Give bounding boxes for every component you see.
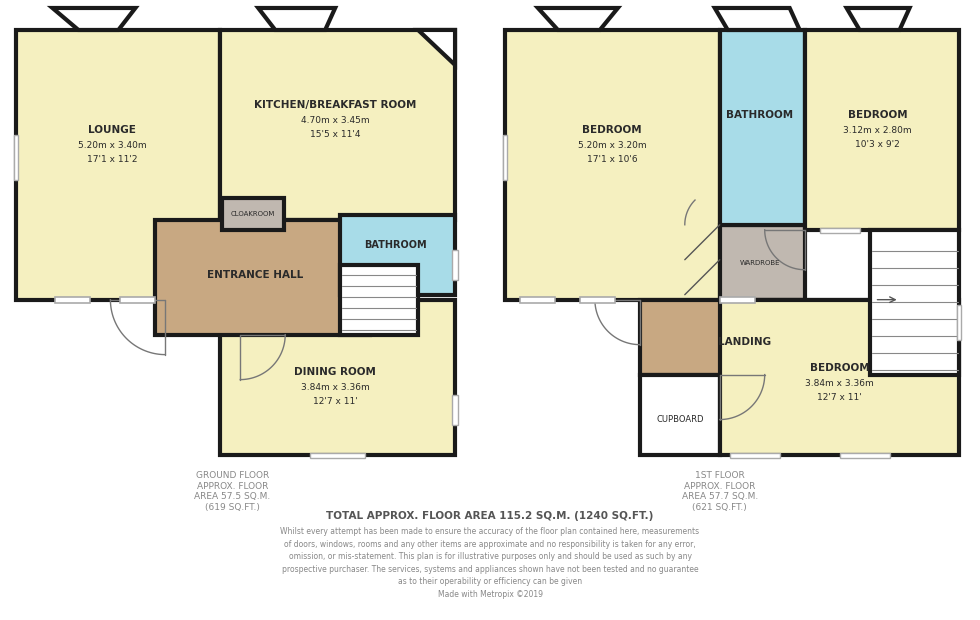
Bar: [956, 304, 961, 340]
Text: 12'7 x 11': 12'7 x 11': [313, 397, 358, 406]
Text: BEDROOM: BEDROOM: [582, 125, 642, 135]
Text: 17'1 x 11'2: 17'1 x 11'2: [87, 156, 137, 164]
Text: LANDING: LANDING: [718, 337, 771, 347]
Text: BEDROOM: BEDROOM: [848, 110, 907, 120]
Text: GROUND FLOOR
APPROX. FLOOR
AREA 57.5 SQ.M.
(619 SQ.FT.): GROUND FLOOR APPROX. FLOOR AREA 57.5 SQ.…: [194, 471, 270, 511]
Text: BEDROOM: BEDROOM: [809, 363, 869, 373]
Bar: [503, 135, 507, 180]
Bar: [719, 225, 805, 299]
Text: 15'5 x 11'4: 15'5 x 11'4: [310, 130, 361, 140]
Text: 3.84m x 3.36m: 3.84m x 3.36m: [301, 383, 369, 392]
Bar: [869, 230, 959, 374]
Text: Whilst every attempt has been made to ensure the accuracy of the floor plan cont: Whilst every attempt has been made to en…: [280, 528, 700, 599]
Bar: [222, 198, 284, 230]
Text: 1ST FLOOR
APPROX. FLOOR
AREA 57.7 SQ.M.
(621 SQ.FT.): 1ST FLOOR APPROX. FLOOR AREA 57.7 SQ.M. …: [682, 471, 758, 511]
Bar: [311, 453, 366, 458]
Bar: [452, 250, 458, 280]
Bar: [640, 374, 719, 454]
Bar: [220, 299, 455, 454]
Bar: [56, 297, 90, 303]
Text: WARDROBE: WARDROBE: [740, 260, 780, 266]
Text: BATHROOM: BATHROOM: [364, 240, 426, 250]
Bar: [640, 299, 874, 374]
Text: CLOAKROOM: CLOAKROOM: [231, 211, 275, 217]
Bar: [16, 30, 221, 299]
Text: BATHROOM: BATHROOM: [726, 110, 793, 120]
Text: 3.84m x 3.36m: 3.84m x 3.36m: [806, 379, 874, 388]
Text: 5.20m x 3.20m: 5.20m x 3.20m: [577, 141, 646, 150]
Text: 12'7 x 11': 12'7 x 11': [817, 393, 862, 402]
Bar: [580, 297, 614, 303]
Text: TOTAL APPROX. FLOOR AREA 115.2 SQ.M. (1240 SQ.FT.): TOTAL APPROX. FLOOR AREA 115.2 SQ.M. (12…: [326, 512, 654, 521]
Polygon shape: [714, 8, 800, 30]
Bar: [730, 453, 780, 458]
Bar: [156, 219, 370, 335]
Bar: [840, 453, 890, 458]
Bar: [340, 215, 455, 294]
Bar: [340, 265, 418, 335]
Text: 3.12m x 2.80m: 3.12m x 2.80m: [843, 126, 912, 135]
Polygon shape: [53, 8, 135, 30]
Text: 10'3 x 9'2: 10'3 x 9'2: [856, 140, 900, 149]
Polygon shape: [847, 8, 909, 30]
Polygon shape: [538, 8, 617, 30]
Bar: [14, 135, 18, 180]
Text: 4.70m x 3.45m: 4.70m x 3.45m: [301, 117, 369, 125]
Text: CUPBOARD: CUPBOARD: [656, 415, 704, 424]
Polygon shape: [259, 8, 335, 30]
Text: ENTRANCE HALL: ENTRANCE HALL: [207, 270, 304, 280]
Text: 17'1 x 10'6: 17'1 x 10'6: [587, 156, 637, 164]
Bar: [719, 297, 755, 303]
Text: DINING ROOM: DINING ROOM: [294, 366, 376, 376]
Polygon shape: [418, 30, 455, 65]
Bar: [819, 228, 859, 232]
Text: 5.20m x 3.40m: 5.20m x 3.40m: [78, 141, 147, 150]
Bar: [805, 30, 959, 230]
Bar: [452, 394, 458, 425]
Bar: [220, 30, 455, 219]
Bar: [719, 299, 959, 454]
Bar: [121, 297, 156, 303]
Text: LOUNGE: LOUNGE: [88, 125, 136, 135]
Bar: [505, 30, 719, 299]
Text: KITCHEN/BREAKFAST ROOM: KITCHEN/BREAKFAST ROOM: [254, 100, 416, 110]
Bar: [719, 30, 805, 225]
Bar: [520, 297, 555, 303]
